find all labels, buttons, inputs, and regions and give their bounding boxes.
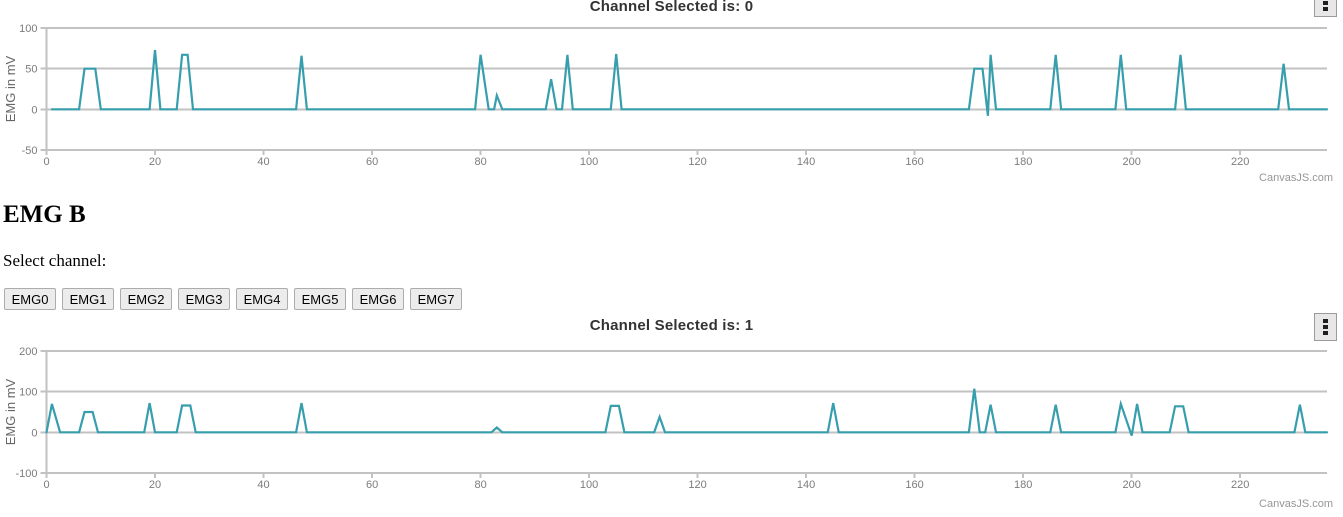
svg-text:40: 40: [257, 479, 269, 491]
svg-text:60: 60: [366, 479, 378, 491]
canvasjs-credit-link[interactable]: CanvasJS.com: [1259, 172, 1333, 184]
svg-text:100: 100: [580, 156, 598, 168]
svg-text:140: 140: [797, 479, 815, 491]
svg-text:80: 80: [474, 156, 486, 168]
svg-text:0: 0: [31, 427, 37, 439]
svg-text:0: 0: [31, 104, 37, 116]
svg-text:80: 80: [474, 479, 486, 491]
svg-text:160: 160: [905, 479, 923, 491]
svg-text:EMG in mV: EMG in mV: [3, 55, 18, 122]
svg-text:EMG in mV: EMG in mV: [3, 378, 18, 445]
channel-button-emg6[interactable]: EMG6: [352, 288, 404, 310]
chart-export-menu-button[interactable]: [1314, 313, 1337, 341]
svg-text:50: 50: [25, 64, 37, 76]
svg-text:100: 100: [19, 23, 37, 35]
emg-line-plot-0: 100 50 0 -50 0 20 40 60 80 100 120 140 160 180 200 220 E…: [3, 23, 1329, 168]
channel-button-emg7[interactable]: EMG7: [410, 288, 462, 310]
svg-text:-100: -100: [15, 468, 37, 480]
svg-text:200: 200: [1123, 479, 1141, 491]
svg-text:60: 60: [366, 156, 378, 168]
svg-text:120: 120: [688, 156, 706, 168]
chart-export-menu-button[interactable]: [1314, 0, 1337, 17]
svg-text:120: 120: [688, 479, 706, 491]
svg-text:20: 20: [149, 156, 161, 168]
svg-text:200: 200: [19, 346, 37, 358]
chart-title: Channel Selected is: 1: [589, 317, 754, 334]
chart-title: Channel Selected is: 0: [589, 0, 754, 15]
channel-button-row: EMG0 EMG1 EMG2 EMG3 EMG4 EMG5 EMG6 EMG7: [4, 288, 462, 310]
svg-text:180: 180: [1014, 156, 1032, 168]
svg-text:20: 20: [149, 479, 161, 491]
emg-line-plot-1: 200 100 0 -100 0 20 40 60 80 100 120 140 160 180 200 22…: [3, 346, 1329, 491]
emg-chart-channel-0: Channel Selected is: 0 100 50 0 -50 0 20 40 60 8…: [0, 0, 1343, 192]
svg-text:140: 140: [797, 156, 815, 168]
emg-chart-channel-1: Channel Selected is: 1 200 100 0 -100 0 20 40 6…: [0, 312, 1343, 517]
channel-button-emg0[interactable]: EMG0: [4, 288, 56, 310]
svg-text:100: 100: [580, 479, 598, 491]
svg-text:220: 220: [1231, 156, 1249, 168]
select-channel-label: Select channel:: [3, 251, 107, 270]
svg-text:40: 40: [257, 156, 269, 168]
channel-button-emg2[interactable]: EMG2: [120, 288, 172, 310]
canvasjs-credit-link[interactable]: CanvasJS.com: [1259, 498, 1333, 510]
svg-text:0: 0: [43, 156, 49, 168]
channel-button-emg4[interactable]: EMG4: [236, 288, 288, 310]
channel-button-emg1[interactable]: EMG1: [62, 288, 114, 310]
svg-text:0: 0: [43, 479, 49, 491]
svg-text:220: 220: [1231, 479, 1249, 491]
channel-button-emg3[interactable]: EMG3: [178, 288, 230, 310]
svg-text:180: 180: [1014, 479, 1032, 491]
svg-text:-50: -50: [22, 145, 38, 157]
svg-text:200: 200: [1123, 156, 1141, 168]
svg-text:100: 100: [19, 387, 37, 399]
svg-text:160: 160: [905, 156, 923, 168]
page-heading: EMG B: [3, 201, 86, 228]
channel-button-emg5[interactable]: EMG5: [294, 288, 346, 310]
